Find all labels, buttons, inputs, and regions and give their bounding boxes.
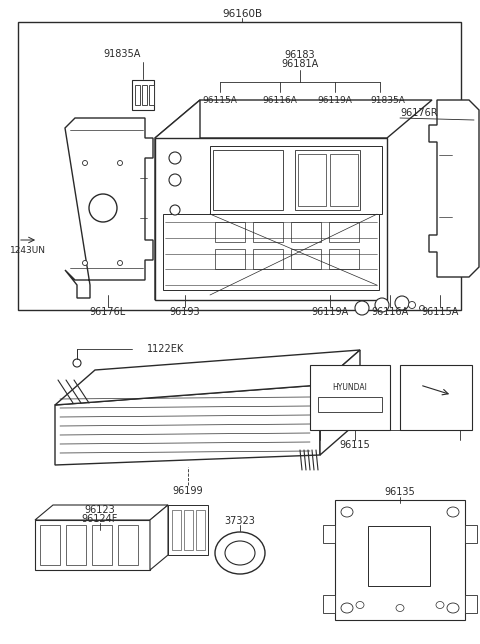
Ellipse shape: [83, 160, 87, 166]
Text: 1243UN: 1243UN: [10, 245, 46, 254]
Bar: [335, 500, 465, 620]
Ellipse shape: [355, 301, 369, 315]
Text: 96123: 96123: [84, 505, 115, 515]
Bar: [92, 525, 112, 565]
Text: 91835A: 91835A: [103, 49, 141, 59]
Text: 96116A: 96116A: [372, 307, 408, 317]
Bar: [400, 365, 472, 430]
Ellipse shape: [396, 605, 404, 612]
Text: 91835A: 91835A: [371, 95, 406, 104]
Text: 96199: 96199: [172, 486, 203, 496]
Text: 96193: 96193: [170, 307, 200, 317]
Bar: [323, 525, 335, 543]
Polygon shape: [55, 385, 320, 465]
Bar: [172, 510, 181, 550]
Ellipse shape: [356, 601, 364, 609]
Text: 96115A: 96115A: [203, 95, 238, 104]
Text: 96115: 96115: [340, 440, 371, 450]
Ellipse shape: [73, 359, 81, 367]
Bar: [310, 365, 390, 430]
Bar: [168, 505, 208, 555]
Ellipse shape: [169, 152, 181, 164]
Bar: [66, 525, 86, 565]
Text: 96181A: 96181A: [281, 59, 319, 69]
Bar: [253, 249, 283, 269]
Ellipse shape: [341, 507, 353, 517]
Bar: [142, 85, 147, 105]
Ellipse shape: [118, 261, 122, 265]
Bar: [368, 526, 430, 587]
Ellipse shape: [375, 298, 389, 312]
Polygon shape: [150, 505, 168, 570]
Polygon shape: [155, 100, 432, 138]
Text: 96116A: 96116A: [263, 95, 298, 104]
Polygon shape: [320, 350, 360, 455]
Bar: [329, 249, 359, 269]
Text: 37323: 37323: [225, 516, 255, 526]
Text: 1122EK: 1122EK: [147, 344, 184, 354]
Bar: [149, 85, 154, 105]
Ellipse shape: [447, 603, 459, 613]
Bar: [118, 525, 138, 565]
Bar: [465, 595, 477, 613]
Bar: [215, 249, 245, 269]
Ellipse shape: [169, 174, 181, 186]
Ellipse shape: [118, 160, 122, 166]
Bar: [210, 146, 382, 214]
Bar: [132, 80, 154, 110]
Bar: [18, 22, 461, 310]
Text: 96176R: 96176R: [400, 108, 438, 118]
Ellipse shape: [341, 603, 353, 613]
Bar: [253, 222, 283, 242]
Ellipse shape: [225, 541, 255, 565]
Text: 96176L: 96176L: [90, 307, 126, 317]
Bar: [35, 520, 150, 570]
Ellipse shape: [420, 305, 424, 310]
Bar: [215, 222, 245, 242]
Ellipse shape: [436, 601, 444, 609]
Bar: [298, 154, 326, 206]
Polygon shape: [429, 100, 479, 277]
Bar: [465, 525, 477, 543]
Polygon shape: [35, 505, 168, 520]
Text: 96135: 96135: [384, 487, 415, 497]
Ellipse shape: [215, 532, 265, 574]
Ellipse shape: [447, 507, 459, 517]
Ellipse shape: [170, 205, 180, 215]
Bar: [196, 510, 205, 550]
Bar: [329, 222, 359, 242]
Bar: [323, 595, 335, 613]
Bar: [135, 85, 140, 105]
Bar: [40, 525, 60, 565]
Bar: [184, 510, 193, 550]
Ellipse shape: [89, 194, 117, 222]
Bar: [291, 222, 321, 242]
Text: HYUNDAI: HYUNDAI: [333, 383, 367, 392]
Ellipse shape: [395, 296, 409, 310]
Polygon shape: [155, 100, 200, 300]
Bar: [295, 150, 360, 210]
Bar: [318, 397, 382, 412]
Bar: [155, 138, 387, 300]
Text: 96119A: 96119A: [312, 307, 348, 317]
Polygon shape: [55, 350, 360, 405]
Bar: [291, 249, 321, 269]
Ellipse shape: [83, 261, 87, 265]
Polygon shape: [65, 118, 153, 298]
Text: 96160B: 96160B: [222, 9, 262, 19]
Text: 96119A: 96119A: [318, 95, 352, 104]
Text: 96124F: 96124F: [82, 514, 118, 524]
Ellipse shape: [408, 301, 416, 308]
Text: 96115A: 96115A: [421, 307, 459, 317]
Bar: [163, 214, 379, 290]
Text: 96183: 96183: [285, 50, 315, 60]
Bar: [213, 150, 283, 210]
Bar: [330, 154, 358, 206]
